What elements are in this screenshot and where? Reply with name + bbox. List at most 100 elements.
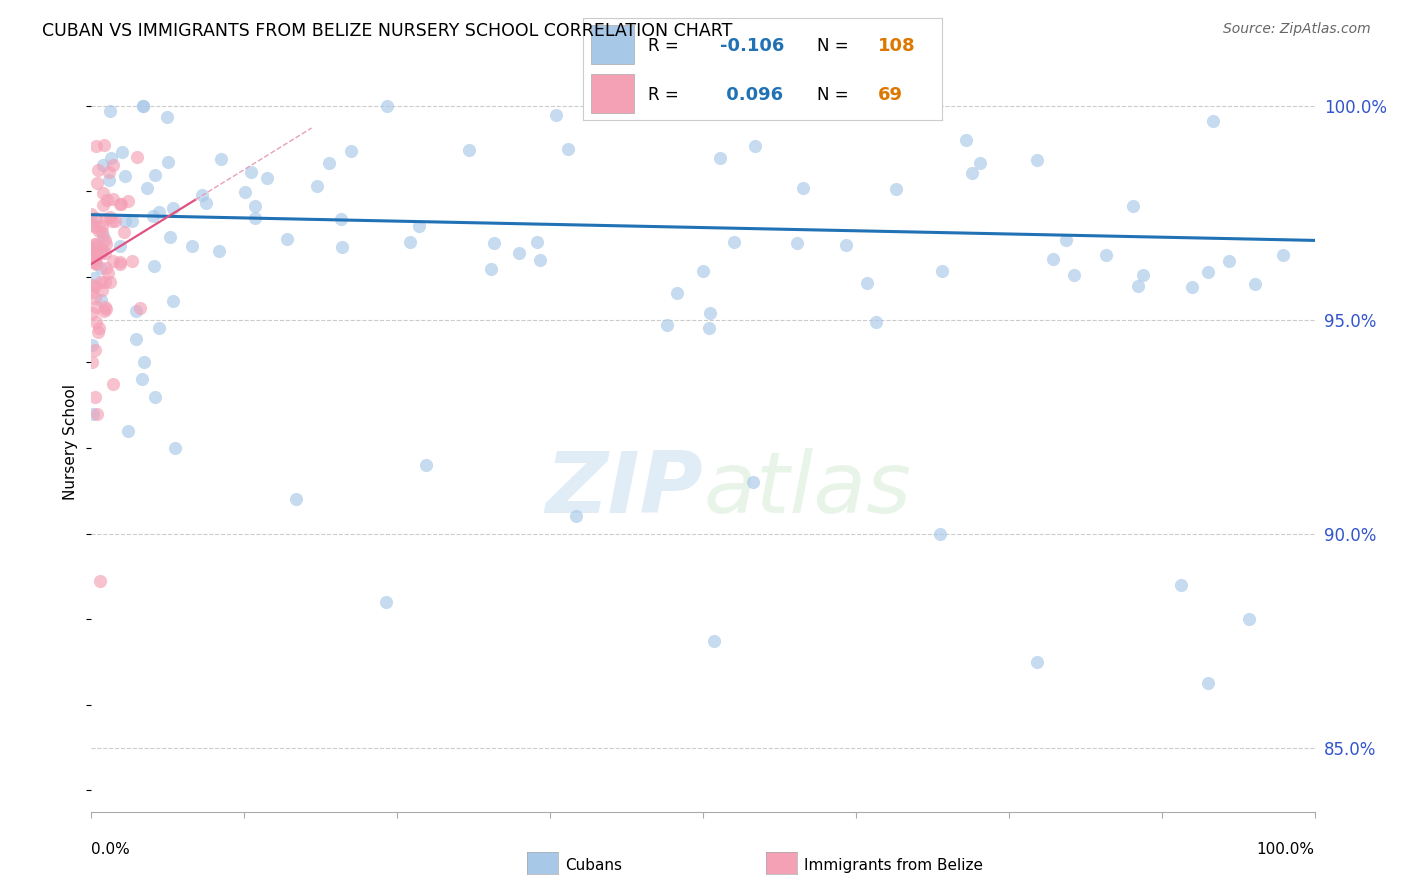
Point [108, 257, 131, 271]
Text: -0.106: -0.106 [720, 37, 785, 54]
Bar [591, 74, 634, 113]
Point [84, 343, 107, 357]
Point [112, 225, 135, 239]
Point [82, 278, 104, 293]
Point [884, 182, 907, 196]
Text: Immigrants from Belize: Immigrants from Belize [804, 858, 983, 872]
Point [143, 168, 166, 182]
Point [135, 181, 157, 195]
Point [80, 207, 103, 221]
Point [121, 213, 143, 227]
Point [129, 301, 152, 316]
Point [699, 305, 721, 319]
Point [1271, 247, 1294, 261]
Point [1132, 268, 1154, 283]
Point [93, 229, 115, 244]
Point [84, 257, 107, 271]
Text: 69: 69 [877, 86, 903, 103]
Point [96, 193, 118, 207]
Point [865, 315, 887, 329]
Point [457, 143, 479, 157]
Point [82, 247, 104, 261]
Point [131, 372, 153, 386]
Point [931, 264, 953, 278]
Point [190, 188, 212, 202]
Point [86, 176, 108, 190]
Text: Source: ZipAtlas.com: Source: ZipAtlas.com [1223, 22, 1371, 37]
Point [330, 211, 353, 226]
Point [89, 321, 111, 335]
Point [508, 246, 530, 260]
Point [91, 198, 114, 212]
Point [125, 332, 148, 346]
Point [117, 424, 139, 438]
Text: atlas: atlas [703, 448, 911, 531]
Point [82, 241, 104, 255]
Point [83, 247, 105, 261]
Point [100, 210, 122, 224]
Point [93, 304, 115, 318]
Point [156, 110, 179, 124]
Point [243, 198, 266, 212]
Point [655, 318, 678, 332]
Point [80, 338, 103, 352]
Point [856, 276, 879, 290]
Point [90, 225, 112, 239]
Point [97, 173, 120, 187]
Point [83, 278, 105, 293]
Point [101, 157, 124, 171]
Point [181, 239, 204, 253]
Point [96, 237, 118, 252]
Point [84, 236, 107, 251]
Text: ZIP: ZIP [546, 448, 703, 531]
Point [148, 321, 170, 335]
Point [97, 165, 120, 179]
Point [91, 159, 114, 173]
Text: CUBAN VS IMMIGRANTS FROM BELIZE NURSERY SCHOOL CORRELATION CHART: CUBAN VS IMMIGRANTS FROM BELIZE NURSERY … [42, 22, 733, 40]
Point [100, 275, 122, 289]
Point [479, 262, 502, 277]
Point [86, 247, 108, 261]
Point [82, 407, 104, 421]
Point [101, 214, 124, 228]
Point [83, 270, 105, 285]
Point [305, 179, 328, 194]
Point [87, 163, 110, 178]
Bar [591, 25, 634, 64]
Point [101, 376, 124, 391]
Point [94, 211, 117, 226]
Point [84, 219, 107, 234]
Point [114, 169, 136, 183]
Point [1197, 265, 1219, 279]
Point [100, 152, 122, 166]
Point [1181, 280, 1204, 294]
Point [243, 211, 266, 225]
Point [565, 509, 588, 524]
Point [1095, 247, 1118, 261]
Point [101, 192, 124, 206]
Point [529, 252, 551, 267]
Point [114, 214, 136, 228]
Point [415, 458, 437, 472]
Point [90, 293, 112, 307]
Point [742, 475, 765, 490]
Point [955, 133, 977, 147]
Point [93, 186, 115, 200]
Point [96, 260, 118, 275]
Point [835, 238, 858, 252]
Point [526, 235, 548, 250]
Point [339, 144, 361, 158]
Point [82, 216, 104, 230]
Point [666, 285, 689, 300]
Point [239, 164, 262, 178]
Point [125, 150, 148, 164]
Point [786, 235, 808, 250]
Point [1026, 655, 1049, 669]
Text: 0.0%: 0.0% [91, 842, 131, 856]
Point [1063, 268, 1085, 283]
Point [159, 229, 181, 244]
Point [125, 304, 148, 318]
Text: 0.096: 0.096 [720, 86, 783, 103]
Point [82, 255, 104, 269]
Point [80, 285, 103, 299]
